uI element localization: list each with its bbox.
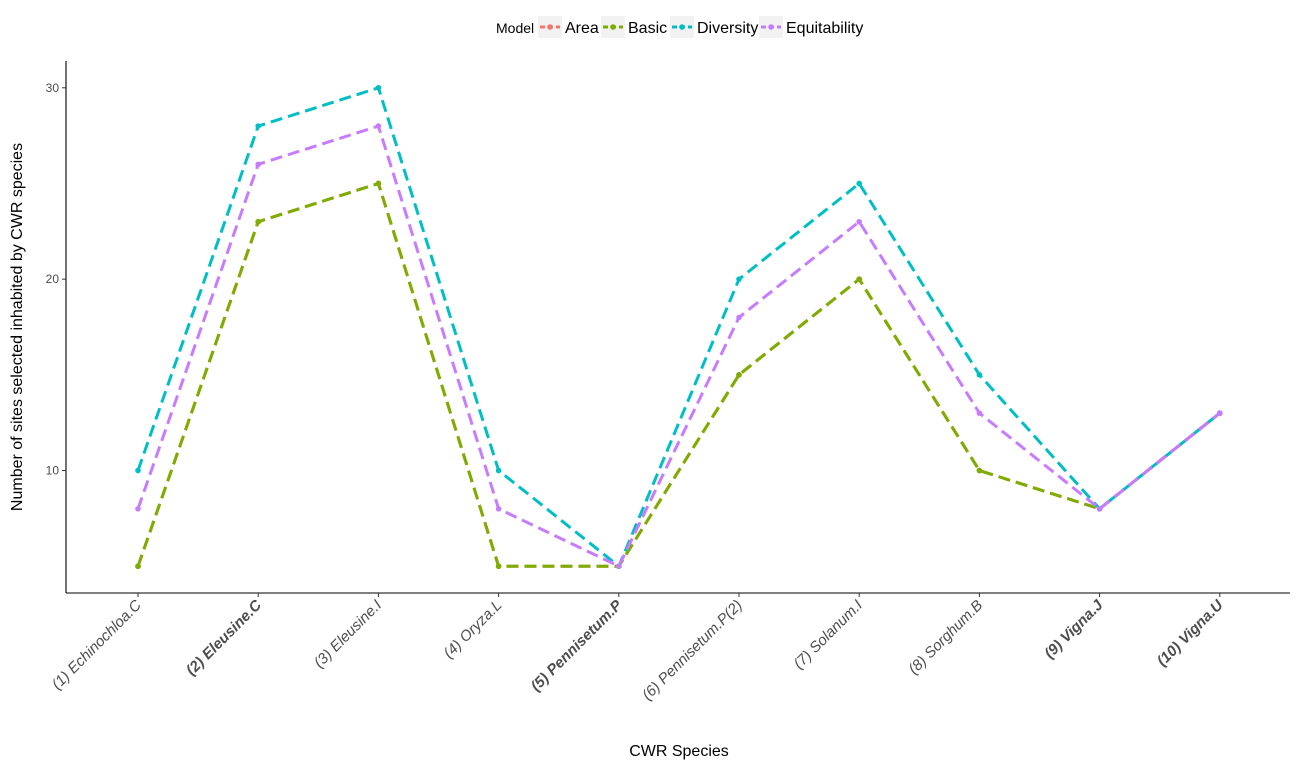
data-point-equitability — [495, 505, 502, 512]
series-line-basic — [136, 182, 1221, 568]
data-point-basic — [135, 563, 141, 570]
legend-label: Area — [565, 20, 599, 37]
y-tick-label: 10 — [46, 464, 60, 478]
series-line-diversity — [136, 86, 1221, 568]
data-point-diversity — [976, 372, 983, 378]
series-line-area — [136, 182, 1221, 568]
data-point-basic — [375, 180, 382, 187]
data-point-equitability — [736, 314, 742, 321]
y-tick-label: 20 — [46, 272, 60, 286]
data-point-equitability — [375, 123, 382, 129]
data-point-diversity — [255, 123, 261, 129]
data-point-diversity — [736, 276, 742, 282]
legend-key-point — [547, 24, 553, 30]
data-point-diversity — [495, 467, 502, 474]
data-point-diversity — [375, 84, 382, 91]
x-tick-label: (3) Eleusine.I — [311, 597, 386, 672]
x-tick-label: (7) Solanum.I — [790, 597, 866, 673]
data-point-basic — [856, 276, 862, 282]
x-tick-label: (4) Oryza.L — [440, 597, 505, 662]
legend-key-point — [610, 24, 616, 30]
x-tick-label: (10) Vigna.U — [1154, 596, 1228, 670]
x-tick-label: (8) Sorghum.B — [905, 597, 986, 678]
legend-item-area: Area — [538, 16, 599, 38]
data-point-basic — [976, 467, 983, 474]
data-point-equitability — [1217, 410, 1223, 416]
x-tick-label: (9) Vigna.J — [1041, 596, 1107, 662]
legend-label: Equitability — [786, 20, 863, 37]
data-point-diversity — [135, 467, 141, 474]
data-point-equitability — [976, 410, 983, 416]
legend-title: Model — [496, 20, 534, 36]
data-point-equitability — [616, 563, 622, 570]
data-point-basic — [255, 218, 261, 225]
data-point-equitability — [1096, 505, 1103, 512]
data-point-diversity — [856, 180, 862, 187]
data-point-equitability — [856, 218, 862, 225]
legend-item-basic: Basic — [601, 16, 667, 38]
y-axis-title: Number of sites selected inhabited by CW… — [9, 143, 26, 511]
x-axis-title: CWR Species — [629, 743, 729, 760]
data-point-equitability — [135, 505, 141, 512]
data-point-basic — [495, 563, 502, 570]
x-tick-label: (2) Eleusine.C — [183, 596, 266, 679]
y-tick-label: 30 — [46, 81, 60, 95]
x-tick-label: (1) Echinochloa.C — [48, 597, 144, 693]
series-line-equitability — [136, 124, 1221, 568]
data-point-equitability — [255, 161, 261, 168]
x-tick-label: (6) Pennisetum.P(2) — [639, 597, 746, 704]
legend-key-point — [768, 24, 774, 30]
legend: Model Area Basic Diversity Equitability — [496, 16, 863, 38]
legend-key-point — [679, 24, 685, 30]
series-layer — [135, 84, 1223, 570]
axes: 10 20 30 (1) Echinochloa.C (2) Eleusine.C (3)… — [46, 61, 1290, 704]
legend-item-diversity: Diversity — [670, 16, 758, 38]
legend-label: Basic — [628, 20, 667, 37]
x-tick-label: (5) Pennisetum.P — [528, 596, 627, 695]
legend-item-equitability: Equitability — [759, 16, 863, 38]
data-point-basic — [736, 372, 742, 378]
legend-label: Diversity — [697, 20, 758, 37]
